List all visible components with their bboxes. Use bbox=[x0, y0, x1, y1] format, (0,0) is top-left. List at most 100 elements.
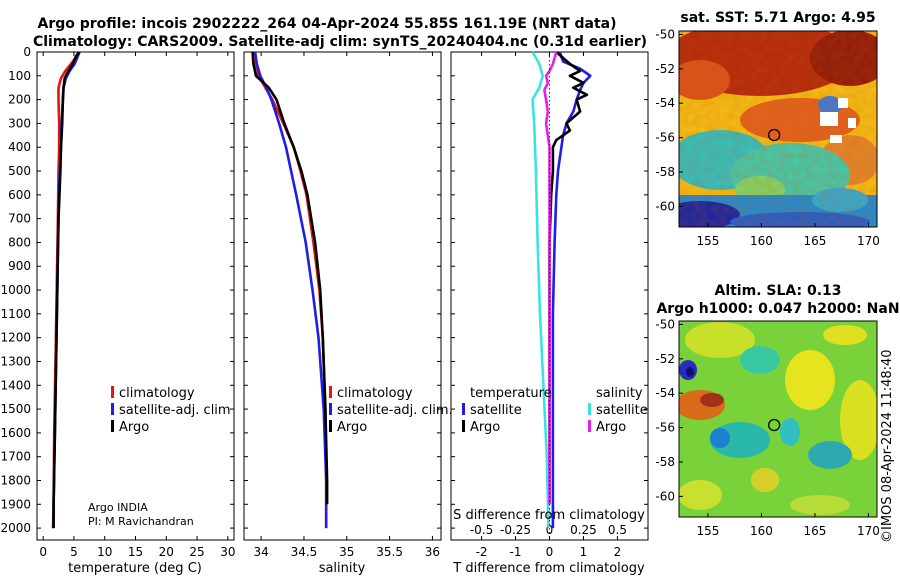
map-y-tick-label: -50 bbox=[655, 317, 675, 331]
x-tick-label: 0 bbox=[39, 545, 47, 559]
sst-map-axes bbox=[678, 30, 878, 228]
depth-tick-label: 100 bbox=[8, 69, 31, 83]
sla-map-field bbox=[679, 321, 877, 517]
legend-swatch-argo bbox=[111, 420, 114, 432]
depth-tick-label: 1900 bbox=[0, 497, 31, 511]
map-y-tick-label: -60 bbox=[655, 199, 675, 213]
sla-map-axes bbox=[678, 320, 878, 518]
depth-tick-label: 1500 bbox=[0, 402, 31, 416]
salinity-axes bbox=[243, 51, 442, 541]
depth-tick-label: 1600 bbox=[0, 426, 31, 440]
legend-swatch-argo bbox=[329, 420, 332, 432]
figure-title-line2: Climatology: CARS2009. Satellite-adj cli… bbox=[33, 34, 647, 50]
sst-argo-marker bbox=[767, 128, 781, 142]
sst-map-title: sat. SST: 5.71 Argo: 4.95 bbox=[680, 10, 875, 26]
sla-map-title-line2: Argo h1000: 0.047 h2000: NaN bbox=[656, 301, 899, 317]
map-y-tick-label: -52 bbox=[655, 62, 675, 76]
map-y-tick-label: -54 bbox=[655, 96, 675, 110]
x-tick-label: 25 bbox=[189, 545, 204, 559]
depth-tick-label: 500 bbox=[8, 164, 31, 178]
x-tick-label: 15 bbox=[128, 545, 143, 559]
legend-swatch-satellite bbox=[111, 403, 114, 415]
map-tick-labels: 155 160 165 170 -50 -52 -54 -56 -58 -60 155 160 165 1… bbox=[655, 27, 880, 538]
legend-title-temperature: temperature bbox=[470, 386, 552, 401]
legend-swatch-t-satellite bbox=[462, 403, 465, 415]
temperature-xlabel: temperature (deg C) bbox=[68, 561, 202, 576]
depth-tick-label: 1400 bbox=[0, 378, 31, 392]
legend-label-satellite: satellite-adj. clim bbox=[119, 403, 231, 418]
sla-argo-marker bbox=[767, 418, 781, 432]
legend-label-satellite: satellite-adj. clim. bbox=[337, 403, 453, 418]
x-tick-label: 5 bbox=[70, 545, 78, 559]
x-tick-label-top: 0 bbox=[546, 523, 554, 537]
axis-tick-marks: 0 5 10 15 20 25 30 34 34.5 35 35.5 36 -2 -1 0 1 2 -0.5 -0.… bbox=[37, 51, 648, 559]
x-tick-label: 30 bbox=[220, 545, 235, 559]
x-tick-label: 36 bbox=[425, 545, 440, 559]
depth-tick-label: 1700 bbox=[0, 450, 31, 464]
legend-label-argo: Argo bbox=[337, 420, 367, 435]
map-y-tick-label: -58 bbox=[655, 165, 675, 179]
map-x-tick-label: 170 bbox=[857, 234, 880, 248]
annotation-institution: Argo INDIA bbox=[88, 501, 148, 514]
x-tick-label: 10 bbox=[97, 545, 112, 559]
depth-tick-label: 1200 bbox=[0, 331, 31, 345]
difference-series bbox=[531, 51, 592, 529]
x-tick-label: 35.5 bbox=[376, 545, 403, 559]
x-tick-label: -2 bbox=[476, 545, 488, 559]
depth-tick-label: 1000 bbox=[0, 283, 31, 297]
x-tick-label: 35 bbox=[339, 545, 354, 559]
sla-map-title-line1: Altim. SLA: 0.13 bbox=[714, 283, 841, 299]
depth-tick-label: 800 bbox=[8, 235, 31, 249]
temperature-axes bbox=[36, 51, 235, 541]
x-tick-label: 34.5 bbox=[291, 545, 318, 559]
difference-legend: temperature satellite Argo salinity sate… bbox=[462, 386, 648, 435]
x-tick-label-top: -0.25 bbox=[500, 523, 531, 537]
legend-label-climatology: climatology bbox=[119, 386, 195, 401]
x-tick-label: 0 bbox=[546, 545, 554, 559]
map-y-tick-label: -58 bbox=[655, 455, 675, 469]
series-line-argo bbox=[52, 51, 80, 529]
depth-tick-label: 0 bbox=[23, 45, 31, 59]
depth-tick-label: 1800 bbox=[0, 473, 31, 487]
difference-xlabel: T difference from climatology bbox=[452, 561, 645, 576]
map-y-tick-label: -60 bbox=[655, 489, 675, 503]
map-x-tick-label: 155 bbox=[696, 524, 719, 538]
depth-tick-label: 200 bbox=[8, 93, 31, 107]
x-tick-label: 20 bbox=[159, 545, 174, 559]
x-tick-label-top: -0.5 bbox=[470, 523, 493, 537]
legend-swatch-climatology bbox=[111, 386, 114, 398]
legend-swatch-s-satellite bbox=[588, 403, 591, 415]
map-y-tick-label: -56 bbox=[655, 421, 675, 435]
legend-swatch-climatology bbox=[329, 386, 332, 398]
x-tick-label-top: 0.25 bbox=[570, 523, 597, 537]
map-x-tick-label: 165 bbox=[803, 524, 826, 538]
series-line-s-argo bbox=[543, 51, 558, 505]
salinity-legend: climatology satellite-adj. clim. Argo bbox=[329, 386, 453, 435]
legend-label-t-argo: Argo bbox=[470, 420, 500, 435]
depth-tick-label: 1100 bbox=[0, 307, 31, 321]
imos-credit: ©IMOS 08-Apr-2024 11:48:40 bbox=[880, 349, 895, 543]
legend-label-climatology: climatology bbox=[337, 386, 413, 401]
series-line-t-satellite bbox=[551, 51, 592, 529]
legend-swatch-t-argo bbox=[462, 420, 465, 432]
depth-tick-label: 700 bbox=[8, 212, 31, 226]
depth-tick-label: 400 bbox=[8, 140, 31, 154]
legend-label-t-satellite: satellite bbox=[470, 403, 522, 418]
series-line-satellite-adj-clim bbox=[253, 51, 328, 529]
annotation-pi: PI: M Ravichandran bbox=[88, 515, 194, 528]
series-line-s-satellite bbox=[531, 51, 550, 529]
x-tick-label: 1 bbox=[580, 545, 588, 559]
legend-label-s-satellite: satellite bbox=[596, 403, 648, 418]
figure-title-line1: Argo profile: incois 2902222_264 04-Apr-… bbox=[37, 16, 616, 32]
depth-tick-label: 1300 bbox=[0, 354, 31, 368]
salinity-series bbox=[251, 51, 329, 529]
x-tick-label: 34 bbox=[253, 545, 268, 559]
legend-swatch-s-argo bbox=[588, 420, 591, 432]
map-x-tick-label: 165 bbox=[803, 234, 826, 248]
depth-tick-label: 600 bbox=[8, 188, 31, 202]
salinity-xlabel: salinity bbox=[319, 561, 366, 576]
map-x-tick-label: 160 bbox=[750, 524, 773, 538]
legend-label-argo: Argo bbox=[119, 420, 149, 435]
map-x-tick-label: 170 bbox=[857, 524, 880, 538]
